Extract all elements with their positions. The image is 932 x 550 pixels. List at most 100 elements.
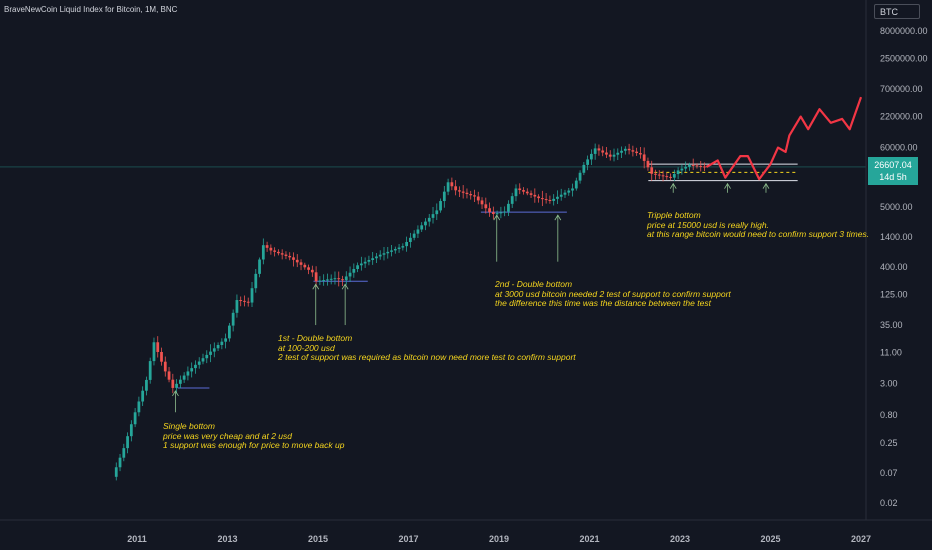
- y-tick-label: 0.02: [880, 498, 898, 508]
- y-tick-label: 3.00: [880, 379, 898, 389]
- support-arrow-head: [762, 182, 770, 189]
- candle-body: [186, 371, 190, 376]
- candle-body: [337, 278, 341, 280]
- candle-body: [650, 167, 654, 174]
- y-tick-label: 5000.00: [880, 202, 913, 212]
- candle-body: [684, 166, 688, 169]
- candle-body: [518, 188, 522, 191]
- candle-body: [654, 173, 657, 175]
- y-tick-label: 400.00: [880, 262, 908, 272]
- symbol-selector[interactable]: BTC: [874, 4, 920, 19]
- candle-body: [578, 172, 582, 181]
- x-tick-label: 2027: [851, 534, 871, 544]
- candle-body: [537, 196, 540, 199]
- candle-body: [194, 364, 197, 369]
- support-arrow-head: [341, 283, 349, 290]
- candle-body: [133, 412, 137, 425]
- candle-body: [280, 253, 284, 255]
- candle-body: [597, 148, 601, 151]
- candle-body: [540, 198, 544, 200]
- candle-body: [122, 448, 126, 458]
- candle-body: [480, 200, 484, 205]
- candle-body: [201, 358, 205, 362]
- y-tick-label: 0.25: [880, 438, 898, 448]
- x-tick-label: 2019: [489, 534, 509, 544]
- candle-body: [126, 436, 129, 449]
- candle-body: [544, 199, 548, 201]
- candle-body: [160, 351, 163, 362]
- candle-body: [178, 379, 182, 384]
- candle-body: [114, 467, 118, 477]
- candle-body: [367, 259, 371, 262]
- y-tick-label: 11.00: [880, 348, 902, 358]
- candle-body: [635, 151, 639, 154]
- candle-body: [567, 190, 571, 193]
- candle-body: [145, 379, 148, 391]
- candle-body: [352, 269, 356, 273]
- candle-body: [243, 300, 246, 302]
- candle-body: [397, 247, 401, 249]
- candle-body: [292, 257, 295, 260]
- candle-body: [175, 383, 178, 388]
- candle-body: [118, 457, 122, 468]
- candle-body: [148, 361, 152, 380]
- y-tick-label: 60000.00: [880, 143, 918, 153]
- candle-body: [548, 199, 552, 201]
- candle-body: [642, 154, 646, 161]
- candle-body: [605, 152, 608, 155]
- candle-body: [265, 245, 269, 248]
- support-arrow-head: [312, 283, 320, 290]
- y-tick-label: 700000.00: [880, 84, 923, 94]
- candle-body: [307, 267, 310, 270]
- candle-body: [412, 233, 416, 238]
- candle-body: [209, 351, 212, 355]
- candle-body: [556, 196, 559, 199]
- candle-body: [269, 247, 273, 251]
- candle-body: [405, 241, 408, 247]
- candle-body: [439, 201, 442, 211]
- candle-body: [465, 192, 469, 195]
- y-tick-label: 8000000.00: [880, 26, 928, 36]
- candle-body: [205, 354, 209, 359]
- candle-body: [680, 168, 684, 171]
- candle-body: [216, 344, 220, 349]
- candle-body: [258, 259, 261, 274]
- x-tick-label: 2015: [308, 534, 328, 544]
- candle-body: [231, 312, 235, 326]
- candle-body: [314, 272, 318, 282]
- candle-body: [533, 194, 537, 197]
- candle-body: [571, 188, 574, 191]
- x-tick-label: 2013: [217, 534, 237, 544]
- candle-body: [220, 341, 224, 345]
- bar-countdown: 14d 5h: [879, 172, 907, 182]
- annotation-triple-bottom: Tripple bottom price at 15000 usd is rea…: [647, 210, 870, 239]
- candle-body: [627, 148, 631, 151]
- x-tick-label: 2011: [127, 534, 147, 544]
- candle-body: [608, 154, 612, 157]
- candle-body: [665, 176, 669, 178]
- candle-body: [631, 150, 635, 152]
- candle-body: [435, 210, 439, 215]
- candle-body: [688, 164, 691, 167]
- candle-body: [163, 361, 167, 372]
- candle-body: [593, 148, 597, 154]
- candle-body: [393, 248, 397, 251]
- candle-body: [522, 190, 525, 192]
- candle-body: [137, 401, 141, 413]
- candle-body: [182, 375, 186, 380]
- candle-body: [473, 195, 476, 197]
- candle-body: [341, 279, 344, 281]
- candle-body: [601, 150, 605, 153]
- candle-body: [669, 176, 672, 178]
- candle-body: [386, 251, 390, 254]
- candle-body: [563, 192, 567, 195]
- candle-body: [303, 264, 307, 268]
- candle-body: [224, 338, 227, 342]
- candle-body: [582, 164, 586, 173]
- candle-body: [574, 180, 578, 189]
- candle-body: [646, 160, 650, 168]
- candle-body: [446, 182, 450, 192]
- candle-body: [488, 208, 491, 213]
- y-tick-label: 125.00: [880, 290, 908, 300]
